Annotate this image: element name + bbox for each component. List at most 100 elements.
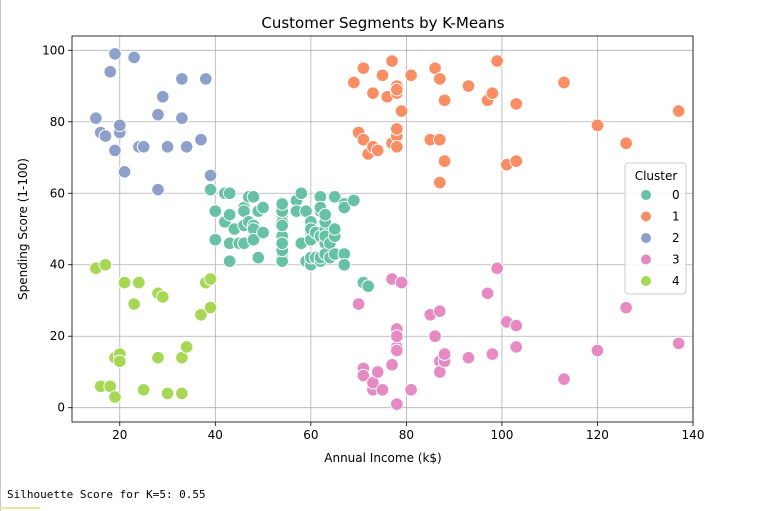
legend-item: 2 (640, 231, 680, 245)
y-tick-label: 80 (50, 115, 65, 129)
data-point (370, 143, 385, 158)
data-point (246, 190, 261, 204)
data-point (203, 182, 218, 197)
data-point (485, 86, 500, 100)
data-point (256, 200, 270, 215)
y-tick-label: 20 (50, 329, 65, 343)
data-point (337, 200, 352, 215)
y-axis-ticks: 0 20 40 60 80 100 (42, 43, 72, 415)
legend-marker (640, 253, 652, 266)
data-point (179, 139, 194, 154)
data-point (256, 225, 270, 240)
data-point (404, 68, 418, 83)
data-point (671, 336, 686, 351)
legend-marker (640, 232, 652, 244)
data-point (103, 64, 118, 79)
data-point (619, 300, 633, 315)
data-point (246, 232, 261, 247)
data-point (222, 186, 237, 201)
x-tick-label: 140 (682, 428, 705, 442)
y-tick-label: 0 (57, 401, 65, 415)
plot-frame (71, 35, 694, 423)
data-point (461, 350, 476, 365)
legend: Cluster 0 1 2 3 4 (624, 162, 687, 295)
data-point (127, 50, 141, 65)
data-point (112, 118, 127, 133)
data-point (509, 340, 524, 354)
data-point (155, 89, 170, 104)
data-point (203, 168, 218, 183)
data-point (208, 232, 223, 247)
data-point (461, 79, 476, 93)
data-point (175, 72, 189, 86)
data-point (151, 350, 165, 365)
data-point (327, 222, 342, 236)
data-point (375, 68, 390, 83)
data-point (433, 72, 447, 86)
cluster-3-points (351, 261, 686, 411)
data-point (557, 372, 571, 386)
data-point (356, 132, 371, 147)
x-axis-label: Annual Income (k$) (324, 451, 441, 465)
legend-item: 4 (640, 274, 680, 288)
data-point (203, 272, 218, 286)
data-point (509, 318, 524, 333)
data-point (117, 165, 132, 179)
left-border (0, 0, 1, 511)
data-point (390, 82, 404, 97)
data-point (356, 61, 371, 75)
cluster-4-points (89, 257, 218, 404)
data-point (155, 290, 170, 304)
legend-item: 3 (640, 253, 680, 267)
data-point (203, 300, 218, 315)
cluster-0-points (203, 182, 375, 293)
data-point (385, 358, 399, 372)
legend-label: 2 (672, 231, 680, 245)
chart-title: Customer Segments by K-Means (261, 14, 504, 32)
x-tick-label: 60 (303, 428, 318, 442)
data-point (370, 365, 385, 379)
legend-marker (640, 275, 652, 287)
data-point (437, 93, 452, 108)
data-point (294, 186, 309, 201)
data-point (275, 236, 289, 251)
data-point (394, 104, 409, 118)
data-point (179, 340, 194, 354)
data-point (175, 386, 189, 401)
data-point (490, 54, 504, 68)
data-point (318, 207, 332, 222)
x-tick-label: 20 (112, 428, 127, 442)
data-point (112, 354, 127, 369)
data-point (394, 275, 409, 290)
data-point (390, 343, 404, 358)
data-point (390, 329, 404, 344)
silhouette-output: Silhouette Score for K=5: 0.55 (7, 488, 206, 501)
data-point (136, 383, 151, 397)
x-axis-ticks: 20 40 60 80 100 120 140 (112, 422, 704, 442)
data-point (433, 304, 447, 319)
data-point (208, 204, 223, 218)
data-point (385, 54, 399, 68)
data-point (366, 86, 380, 100)
data-point (361, 279, 375, 293)
data-point (347, 193, 361, 208)
data-point (390, 397, 404, 411)
data-point (89, 111, 103, 126)
data-point (428, 329, 442, 344)
y-tick-label: 60 (50, 186, 65, 200)
data-point (275, 218, 289, 233)
data-points (89, 47, 686, 411)
data-point (194, 307, 208, 322)
data-point (557, 75, 571, 90)
data-point (509, 154, 524, 168)
data-point (590, 118, 605, 133)
x-tick-label: 40 (208, 428, 223, 442)
legend-item: 0 (640, 188, 680, 202)
data-point (590, 343, 605, 358)
data-point (390, 122, 404, 136)
legend-title: Cluster (635, 169, 678, 183)
data-point (619, 136, 633, 151)
x-tick-label: 100 (490, 428, 513, 442)
data-point (437, 154, 452, 168)
